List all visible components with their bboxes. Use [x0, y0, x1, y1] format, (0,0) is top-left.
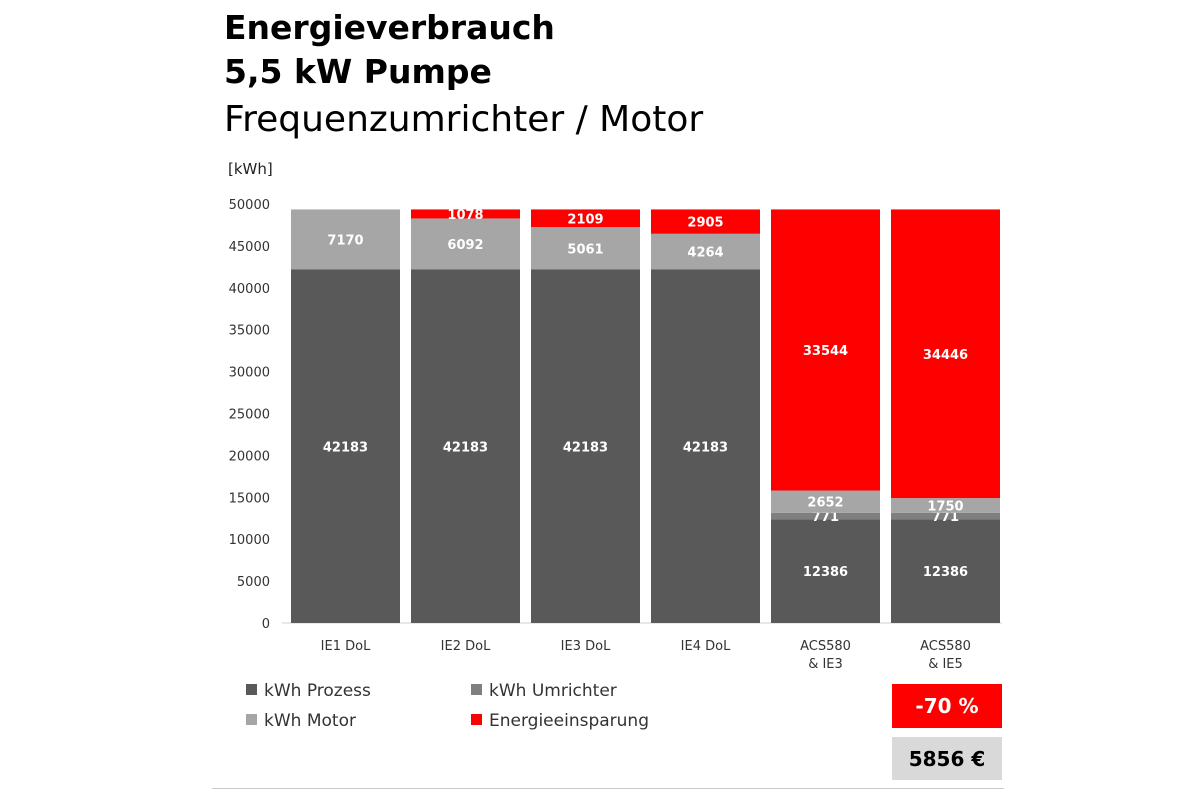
- y-tick-label: 35000: [229, 324, 270, 339]
- legend-item-prozess: kWh Prozess: [246, 681, 371, 701]
- legend: kWh Prozess kWh Umrichter kWh Motor Ener…: [246, 681, 649, 731]
- savings-percent-box: -70 %: [892, 684, 1002, 728]
- bottom-rule: [212, 788, 1004, 789]
- legend-swatch-umrichter: [471, 684, 482, 695]
- title-line-1: Energieverbrauch: [224, 8, 555, 47]
- x-tick-label: & IE3: [808, 657, 843, 672]
- bar-kwh-motor: [411, 218, 520, 270]
- chart-title: Energieverbrauch 5,5 kW Pumpe Frequenzum…: [224, 6, 703, 146]
- data-label-energieeinsparung: 1078: [447, 208, 483, 223]
- bar-kwh-prozess: [891, 519, 1000, 623]
- legend-label-einsparung: Energieeinsparung: [489, 711, 649, 731]
- bar-kwh-motor: [531, 227, 640, 270]
- x-axis: IE1 DoL IE2 DoL IE3 DoL IE4 DoL ACS580 & IE3 A…: [321, 639, 971, 672]
- bar-energieeinsparung: [531, 209, 640, 228]
- data-label-energieeinsparung: 33544: [803, 344, 848, 359]
- legend-swatch-motor: [246, 714, 257, 725]
- bar-kwh-prozess: [651, 269, 760, 623]
- x-tick-label: ACS580: [920, 639, 971, 654]
- bar-kwh-prozess: [411, 269, 520, 623]
- bar-energieeinsparung: [771, 209, 880, 491]
- data-label-kwh-prozess: 42183: [683, 440, 728, 455]
- data-label-kwh-prozess: 12386: [923, 565, 968, 580]
- y-tick-label: 15000: [229, 491, 270, 506]
- bar-kwh-motor: [291, 209, 400, 270]
- bar-kwh-prozess: [771, 519, 880, 623]
- x-tick-label: IE1 DoL: [321, 639, 371, 654]
- data-label-energieeinsparung: 2109: [567, 212, 603, 227]
- data-label-kwh-umrichter: 771: [932, 510, 959, 525]
- bar-kwh-motor: [771, 490, 880, 513]
- legend-swatch-prozess: [246, 684, 257, 695]
- y-tick-label: 0: [262, 617, 270, 632]
- legend-item-motor: kWh Motor: [246, 711, 356, 731]
- bar-kwh-prozess: [531, 269, 640, 623]
- bar-kwh-umrichter: [891, 512, 1000, 520]
- data-label-kwh-umrichter: 771: [812, 510, 839, 525]
- title-line-3: Frequenzumrichter / Motor: [224, 99, 704, 140]
- data-label-energieeinsparung: 34446: [923, 348, 968, 363]
- bar-kwh-prozess: [291, 269, 400, 623]
- y-tick-label: 45000: [229, 240, 270, 255]
- data-label-kwh-prozess: 42183: [563, 440, 608, 455]
- title-line-2: 5,5 kW Pumpe: [224, 52, 492, 91]
- savings-cost-value: 5856 €: [909, 747, 986, 771]
- legend-swatch-einsparung: [471, 714, 482, 725]
- savings-percent-value: -70 %: [915, 694, 978, 718]
- y-tick-label: 30000: [229, 366, 270, 381]
- data-label-kwh-motor: 5061: [567, 242, 603, 257]
- legend-label-motor: kWh Motor: [264, 711, 356, 731]
- legend-label-prozess: kWh Prozess: [264, 681, 371, 701]
- legend-label-umrichter: kWh Umrichter: [489, 681, 617, 701]
- data-label-kwh-motor: 7170: [327, 233, 363, 248]
- savings-percent-background: [892, 684, 1002, 728]
- x-tick-label: IE4 DoL: [681, 639, 731, 654]
- savings-cost-box: 5856 €: [892, 737, 1002, 780]
- bar-kwh-motor: [651, 233, 760, 270]
- data-label-energieeinsparung: 2905: [687, 216, 723, 231]
- y-tick-label: 40000: [229, 282, 270, 297]
- bar-energieeinsparung: [891, 209, 1000, 499]
- y-unit-label: [kWh]: [228, 160, 273, 178]
- bars: 42183 7170 42183 6092 1078 42183 5061 2109 42183…: [291, 208, 1000, 623]
- y-tick-label: 50000: [229, 198, 270, 213]
- bar-energieeinsparung: [411, 209, 520, 219]
- legend-item-umrichter: kWh Umrichter: [471, 681, 617, 701]
- x-tick-label: & IE5: [928, 657, 963, 672]
- data-label-kwh-motor: 1750: [927, 499, 963, 514]
- data-label-kwh-motor: 6092: [447, 238, 483, 253]
- y-tick-label: 5000: [237, 575, 270, 590]
- data-label-kwh-prozess: 42183: [323, 440, 368, 455]
- y-tick-label: 10000: [229, 533, 270, 548]
- data-label-kwh-motor: 4264: [687, 246, 723, 261]
- data-label-kwh-prozess: 42183: [443, 440, 488, 455]
- savings-cost-background: [892, 737, 1002, 780]
- y-tick-label: 25000: [229, 408, 270, 423]
- x-tick-label: IE3 DoL: [561, 639, 611, 654]
- y-axis: 0 5000 10000 15000 20000 25000 30000 35000 40000…: [229, 198, 270, 632]
- bar-kwh-motor: [891, 498, 1000, 513]
- bar-energieeinsparung: [651, 209, 760, 234]
- data-label-kwh-motor: 2652: [807, 496, 843, 511]
- x-tick-label: IE2 DoL: [441, 639, 491, 654]
- y-tick-label: 20000: [229, 449, 270, 464]
- legend-item-einsparung: Energieeinsparung: [471, 711, 649, 731]
- data-label-kwh-prozess: 12386: [803, 565, 848, 580]
- bar-kwh-umrichter: [771, 512, 880, 520]
- x-tick-label: ACS580: [800, 639, 851, 654]
